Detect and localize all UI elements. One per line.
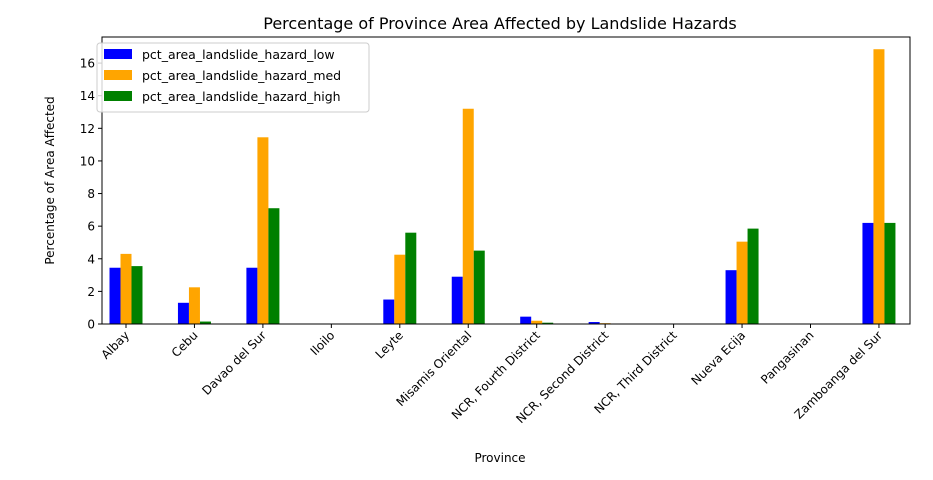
bar-pct-area-landslide-hazard-med-0 (120, 253, 132, 324)
legend-frame (96, 42, 370, 113)
legend-label: pct_area_landslide_hazard_med (142, 68, 341, 83)
bar-pct-area-landslide-hazard-med-5 (462, 108, 474, 324)
x-tick-label: Pangasinan (758, 328, 817, 387)
bar-pct-area-landslide-hazard-low-9 (725, 270, 737, 324)
y-tick-label: 6 (87, 220, 95, 234)
y-tick-label: 2 (87, 285, 95, 299)
y-tick-label: 16 (80, 57, 95, 71)
y-tick-label: 12 (80, 122, 95, 136)
x-tick-label: Leyte (373, 328, 406, 361)
legend-label: pct_area_landslide_hazard_high (142, 89, 341, 104)
legend-swatch (104, 91, 132, 101)
bar-pct-area-landslide-hazard-high-6 (542, 322, 554, 324)
bar-pct-area-landslide-hazard-high-4 (405, 232, 417, 324)
plot-frame (101, 36, 911, 325)
bar-pct-area-landslide-hazard-high-9 (747, 228, 759, 324)
bar-pct-area-landslide-hazard-med-2 (257, 137, 269, 324)
legend-swatch (104, 70, 132, 80)
x-axis-label: Province (474, 451, 525, 465)
chart-title: Percentage of Province Area Affected by … (263, 14, 737, 33)
bar-pct-area-landslide-hazard-med-4 (394, 254, 406, 324)
bar-pct-area-landslide-hazard-low-11 (862, 222, 874, 324)
bar-pct-area-landslide-hazard-med-1 (188, 287, 200, 324)
bar-pct-area-landslide-hazard-low-7 (588, 322, 600, 324)
bars-group (109, 49, 896, 324)
x-tick-label: Iloilo (308, 328, 338, 358)
x-tick-label: Cebu (169, 328, 201, 360)
x-tick-label: Misamis Oriental (393, 328, 474, 409)
y-tick-label: 4 (87, 252, 95, 266)
x-tick-label: Davao del Sur (199, 328, 269, 398)
x-tick-label: Albay (98, 328, 132, 362)
bar-pct-area-landslide-hazard-high-0 (131, 266, 143, 324)
bar-pct-area-landslide-hazard-low-1 (177, 302, 189, 324)
y-tick-label: 10 (80, 154, 95, 168)
bar-pct-area-landslide-hazard-high-11 (884, 222, 896, 324)
y-tick-label: 0 (87, 318, 95, 332)
bar-pct-area-landslide-hazard-high-1 (199, 321, 211, 324)
legend: pct_area_landslide_hazard_low pct_area_la… (96, 42, 370, 113)
bar-pct-area-landslide-hazard-med-9 (736, 241, 748, 324)
y-axis-ticks: 0 2 4 6 8 10 12 14 16 (80, 57, 102, 332)
bar-pct-area-landslide-hazard-med-6 (531, 320, 543, 324)
bar-pct-area-landslide-hazard-high-5 (473, 250, 485, 324)
bar-pct-area-landslide-hazard-low-0 (109, 267, 121, 324)
bar-pct-area-landslide-hazard-low-5 (451, 276, 463, 324)
x-tick-label: Nueva Ecija (688, 328, 748, 388)
bar-pct-area-landslide-hazard-low-6 (520, 316, 532, 324)
bar-pct-area-landslide-hazard-med-11 (873, 49, 885, 324)
legend-swatch (104, 49, 132, 59)
bar-pct-area-landslide-hazard-low-4 (383, 299, 395, 324)
y-axis-label: Percentage of Area Affected (43, 96, 57, 264)
y-tick-label: 14 (80, 89, 95, 103)
y-tick-label: 8 (87, 187, 95, 201)
legend-label: pct_area_landslide_hazard_low (142, 47, 335, 62)
bar-pct-area-landslide-hazard-low-2 (246, 267, 258, 324)
bar-pct-area-landslide-hazard-high-2 (268, 208, 280, 324)
